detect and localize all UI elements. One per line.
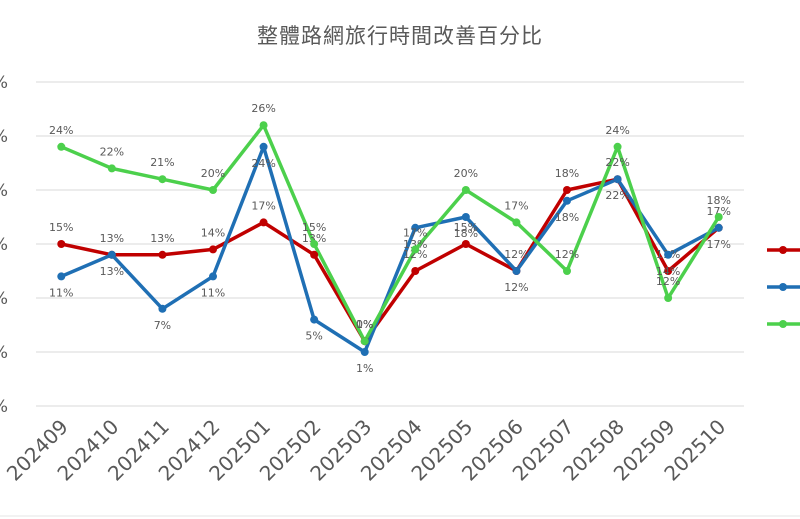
data-point (613, 142, 622, 151)
data-point (714, 223, 723, 232)
data-point (209, 272, 217, 281)
y-tick-label: % (0, 127, 8, 147)
y-tick-label: % (0, 289, 8, 309)
data-point (461, 213, 470, 221)
data-point (360, 348, 369, 356)
data-point (310, 315, 319, 324)
data-point (563, 186, 571, 194)
data-label: 22% (605, 156, 629, 169)
data-label: 20% (201, 167, 225, 180)
data-point (158, 175, 167, 184)
data-label: 18% (706, 194, 730, 207)
data-point (360, 337, 369, 346)
data-point (714, 213, 723, 221)
data-label: 13% (403, 238, 427, 251)
data-label: 14% (201, 226, 225, 239)
data-point (57, 272, 66, 281)
data-label: 18% (454, 227, 478, 240)
data-label: 21% (150, 156, 174, 169)
data-point (57, 142, 66, 151)
data-point (310, 250, 319, 259)
data-point (107, 164, 116, 173)
data-label: 11% (49, 286, 73, 299)
data-point (107, 250, 116, 259)
legend-marker (779, 283, 787, 291)
data-label: 13% (150, 232, 174, 245)
y-tick-label: % (0, 343, 8, 363)
y-tick-label: % (0, 235, 8, 255)
data-point (664, 250, 673, 259)
data-label: 26% (251, 102, 275, 115)
data-label: 22% (100, 145, 124, 158)
data-label: 24% (49, 124, 73, 137)
legend-marker (779, 320, 787, 328)
data-label: 14% (656, 265, 680, 278)
data-label: 5% (305, 330, 322, 343)
data-label: 12% (504, 281, 528, 294)
data-label: 15% (49, 221, 73, 234)
data-label: 11% (201, 286, 225, 299)
data-point (57, 240, 66, 248)
data-label: 24% (605, 124, 629, 137)
data-label: 12% (504, 248, 528, 261)
data-point (461, 186, 470, 194)
series-line (60, 177, 720, 343)
data-label: 15% (454, 221, 478, 234)
data-point (411, 223, 420, 232)
data-label: 12% (403, 248, 427, 261)
data-point (259, 121, 268, 130)
series-line (60, 123, 721, 343)
data-point (512, 267, 521, 275)
data-label: 22% (605, 189, 629, 202)
data-point (411, 245, 420, 254)
data-label: 12% (656, 275, 680, 288)
legend-marker (779, 246, 787, 254)
data-label: 1% (356, 318, 373, 331)
y-tick-label: % (0, 73, 8, 93)
data-point (209, 186, 217, 194)
data-label: 17% (251, 199, 275, 212)
data-point (259, 142, 268, 151)
data-label: 24% (251, 157, 275, 170)
data-label: 17% (403, 226, 427, 239)
data-label: 12% (555, 248, 579, 261)
data-point (209, 245, 217, 254)
data-point (664, 294, 673, 302)
data-label: 15% (302, 221, 326, 234)
data-point (512, 218, 521, 227)
data-label: 13% (302, 232, 326, 245)
data-point (411, 267, 420, 275)
data-label: 13% (100, 265, 124, 278)
data-label: 20% (454, 167, 478, 180)
data-point (310, 240, 319, 248)
data-label: 18% (555, 167, 579, 180)
y-tick-label: % (0, 397, 8, 417)
series-line (60, 145, 720, 354)
data-point (158, 304, 167, 313)
data-label: 17% (504, 199, 528, 212)
data-point (563, 196, 571, 205)
data-point (461, 240, 470, 248)
data-point (613, 175, 622, 184)
data-label: 1% (356, 362, 373, 375)
data-label: 18% (555, 211, 579, 224)
data-label: 7% (154, 319, 171, 332)
data-point (563, 267, 571, 275)
data-label: 13% (100, 232, 124, 245)
chart-title: 整體路網旅行時間改善百分比 (257, 24, 543, 48)
data-label: 0% (356, 318, 373, 331)
data-point (158, 250, 167, 259)
y-tick-label: % (0, 181, 8, 201)
data-point (664, 267, 673, 275)
data-point (259, 218, 268, 227)
data-label: 17% (706, 238, 730, 251)
data-label: 17% (706, 205, 730, 218)
